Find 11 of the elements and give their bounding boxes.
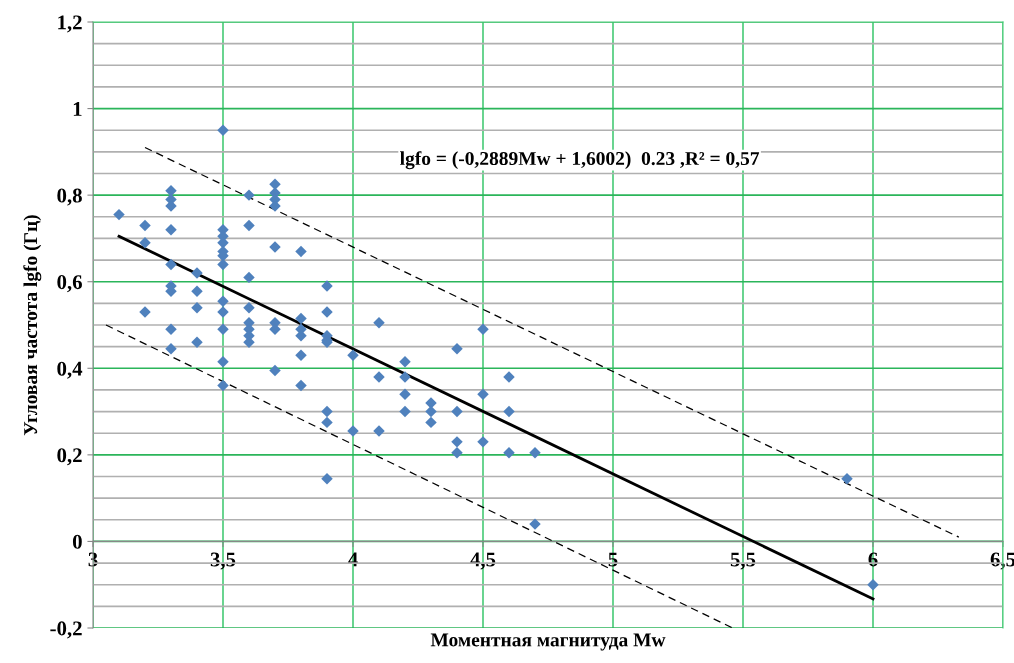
y-tick-label: 0,2: [57, 448, 82, 466]
y-axis-title: Угловая частота lgfo (Гц): [23, 215, 42, 436]
y-tick-label: 1: [73, 102, 82, 116]
y-tick-label: 0,8: [57, 188, 82, 206]
y-tick-label: 0,6: [57, 275, 82, 293]
x-axis-title: Моментная магнитуда Mw: [430, 633, 666, 651]
y-tick-label: 0: [72, 534, 82, 549]
y-tick-label: 0,4: [57, 361, 83, 379]
y-tick-label: 1,2: [58, 15, 82, 33]
y-tick-label: -0,2: [50, 621, 82, 639]
annotation: lgfo = (-0,2889Mw + 1,6002) 0.23 ,R² = 0,57: [400, 151, 760, 170]
